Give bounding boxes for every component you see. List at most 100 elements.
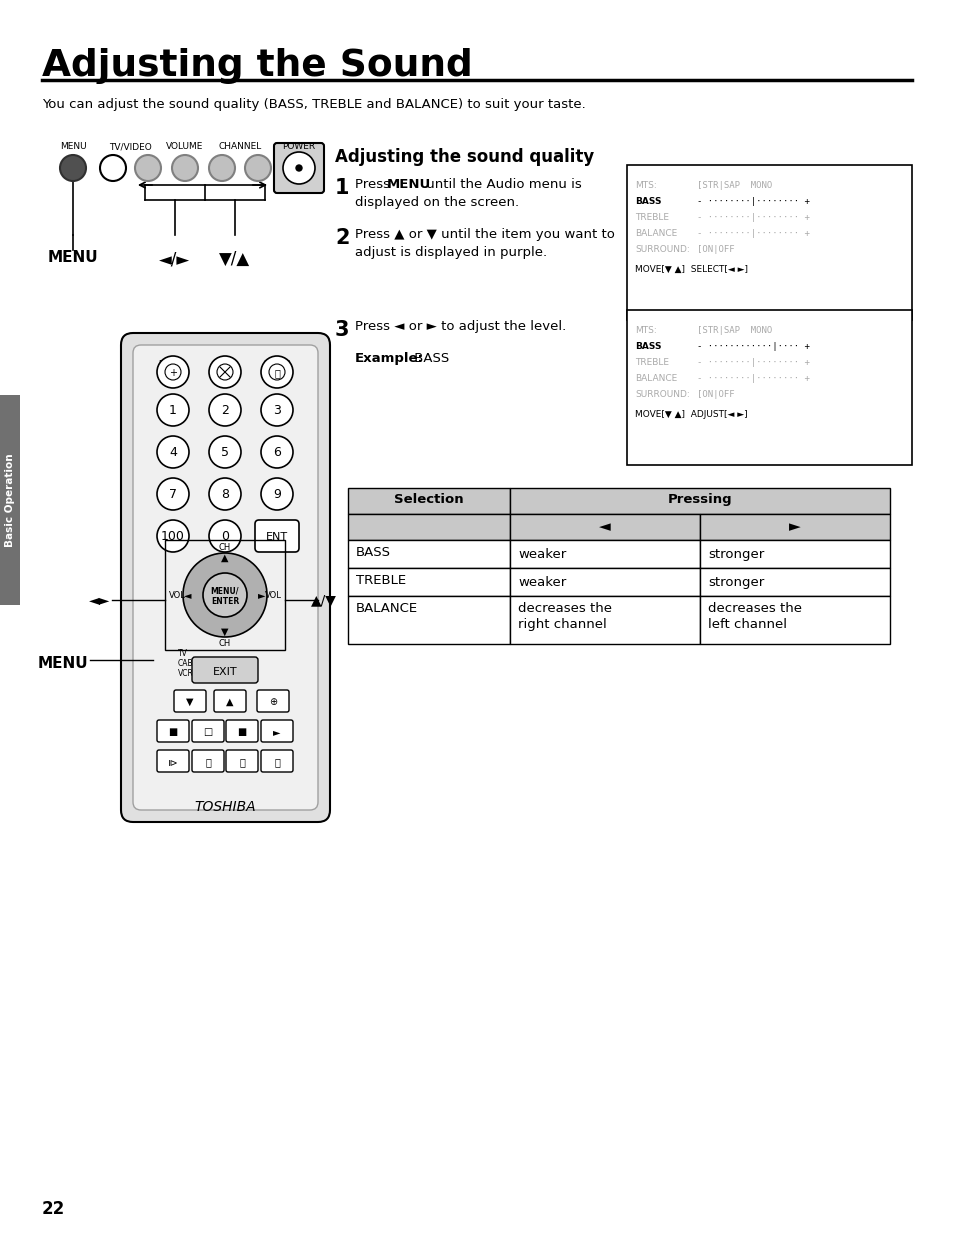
Circle shape <box>172 156 198 182</box>
Circle shape <box>157 520 189 552</box>
Text: Basic Operation: Basic Operation <box>5 453 15 547</box>
Text: ⏻: ⏻ <box>274 368 279 378</box>
Bar <box>510 597 700 643</box>
Text: TREBLE: TREBLE <box>635 358 668 367</box>
Text: ▲: ▲ <box>226 697 233 706</box>
FancyBboxPatch shape <box>226 720 257 742</box>
Text: TV/VIDEO: TV/VIDEO <box>256 690 290 697</box>
Text: TREBLE: TREBLE <box>355 574 406 587</box>
FancyBboxPatch shape <box>261 750 293 772</box>
Bar <box>626 310 911 466</box>
Text: [ON|OFF: [ON|OFF <box>697 245 734 254</box>
FancyBboxPatch shape <box>226 750 257 772</box>
Text: ▼: ▼ <box>186 697 193 706</box>
FancyBboxPatch shape <box>157 750 189 772</box>
Text: [ON|OFF: [ON|OFF <box>697 390 734 399</box>
Circle shape <box>295 165 302 170</box>
Bar <box>348 568 510 597</box>
Text: VCR: VCR <box>178 668 193 678</box>
Text: RECALL: RECALL <box>158 359 188 369</box>
Text: POWER: POWER <box>282 142 315 151</box>
Text: - ············|···· +: - ············|···· + <box>697 342 809 351</box>
Text: [STR|SAP  MONO: [STR|SAP MONO <box>697 326 771 335</box>
Text: weaker: weaker <box>517 576 566 589</box>
Circle shape <box>157 478 189 510</box>
Bar <box>510 514 700 540</box>
Text: ◄►: ◄► <box>90 593 111 606</box>
Bar <box>700 568 889 597</box>
Text: 6: 6 <box>273 447 280 459</box>
Text: SURROUND:: SURROUND: <box>635 245 689 254</box>
Text: CH: CH <box>218 542 231 552</box>
Text: Example:: Example: <box>355 352 423 366</box>
Text: ▼/▲: ▼/▲ <box>219 249 251 268</box>
Text: Selection: Selection <box>394 493 463 506</box>
Circle shape <box>100 156 126 182</box>
Text: ◄: ◄ <box>598 519 610 534</box>
Circle shape <box>209 356 241 388</box>
Text: ►: ► <box>273 727 280 737</box>
Text: ►: ► <box>258 590 266 600</box>
Text: Adjusting the Sound: Adjusting the Sound <box>42 48 473 84</box>
Text: BALANCE: BALANCE <box>355 601 417 615</box>
Bar <box>510 568 700 597</box>
Text: MTS:: MTS: <box>635 326 656 335</box>
Text: MENU: MENU <box>48 249 98 266</box>
Text: REW: REW <box>233 750 250 756</box>
Text: BASS: BASS <box>635 198 660 206</box>
Circle shape <box>261 436 293 468</box>
Text: 7: 7 <box>169 489 177 501</box>
Circle shape <box>157 394 189 426</box>
Text: weaker: weaker <box>517 548 566 561</box>
Text: □: □ <box>203 727 213 737</box>
Text: MUTE: MUTE <box>214 359 235 369</box>
FancyBboxPatch shape <box>121 333 330 823</box>
Text: - ········|········ +: - ········|········ + <box>697 228 809 238</box>
FancyBboxPatch shape <box>192 657 257 683</box>
Text: displayed on the screen.: displayed on the screen. <box>355 196 518 209</box>
Circle shape <box>261 478 293 510</box>
Circle shape <box>261 394 293 426</box>
Text: 100: 100 <box>161 531 185 543</box>
Text: SLOW: SLOW <box>163 750 183 756</box>
Text: MENU: MENU <box>387 178 431 191</box>
Circle shape <box>209 520 241 552</box>
Circle shape <box>209 478 241 510</box>
Text: ENT: ENT <box>266 532 288 542</box>
Text: ◄: ◄ <box>184 590 192 600</box>
Text: MOVE[▼ ▲]  ADJUST[◄ ►]: MOVE[▼ ▲] ADJUST[◄ ►] <box>635 410 747 419</box>
Bar <box>510 540 700 568</box>
Text: 2: 2 <box>335 228 349 248</box>
Text: FF: FF <box>273 750 281 756</box>
Text: VOLUME: VOLUME <box>166 142 204 151</box>
Text: MENU/
ENTER: MENU/ ENTER <box>211 587 239 605</box>
Text: FAV CH: FAV CH <box>177 690 202 697</box>
Text: 5: 5 <box>221 447 229 459</box>
Text: BALANCE: BALANCE <box>635 228 677 238</box>
Text: CH RTN: CH RTN <box>264 522 290 529</box>
Text: CHANNEL: CHANNEL <box>218 142 261 151</box>
Text: PAUSE: PAUSE <box>196 750 219 756</box>
Circle shape <box>183 553 267 637</box>
Circle shape <box>283 152 314 184</box>
Text: VOL: VOL <box>169 592 185 600</box>
Text: TOSHIBA: TOSHIBA <box>194 800 255 814</box>
Text: +: + <box>169 368 177 378</box>
Text: ⊕: ⊕ <box>269 697 276 706</box>
Circle shape <box>261 356 293 388</box>
FancyBboxPatch shape <box>132 345 317 810</box>
Text: ⧐: ⧐ <box>168 757 177 767</box>
Bar <box>348 488 510 514</box>
Text: 1: 1 <box>335 178 349 198</box>
Text: ⏩: ⏩ <box>274 757 279 767</box>
Circle shape <box>60 156 86 182</box>
Text: MOVE[▼ ▲]  SELECT[◄ ►]: MOVE[▼ ▲] SELECT[◄ ►] <box>635 266 747 274</box>
Text: decreases the: decreases the <box>707 601 801 615</box>
Text: [STR|SAP  MONO: [STR|SAP MONO <box>697 182 771 190</box>
FancyBboxPatch shape <box>254 520 298 552</box>
Text: 2: 2 <box>221 405 229 417</box>
FancyBboxPatch shape <box>157 720 189 742</box>
Bar <box>348 597 510 643</box>
Text: BASS: BASS <box>635 342 660 351</box>
Bar <box>510 488 889 514</box>
